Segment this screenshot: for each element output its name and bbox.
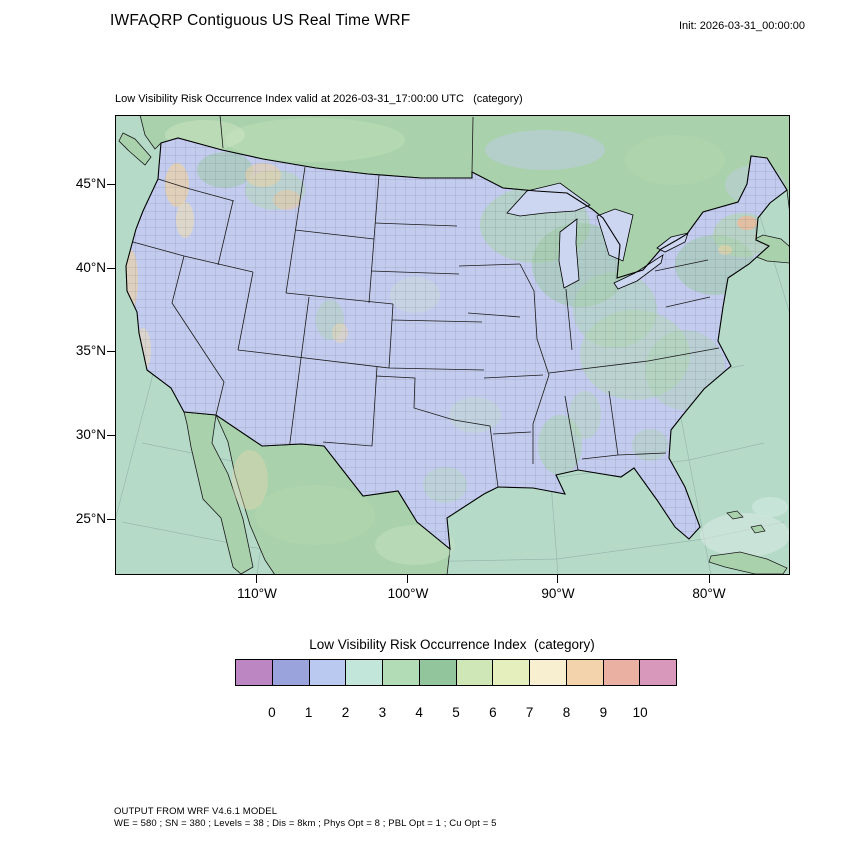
colorbar-tick-label: 10 (632, 705, 648, 720)
y-axis-label-25n: 25°N (75, 511, 106, 526)
colorbar-segment (308, 660, 346, 685)
colorbar-segment (345, 660, 382, 685)
colorbar-segment (271, 660, 309, 685)
baja-peninsula (183, 411, 254, 575)
colorbar-ticks: 0 1 2 3 4 5 6 7 8 9 10 (235, 705, 677, 723)
colorbar-segment (602, 660, 640, 685)
colorbar-segment (492, 660, 529, 685)
colorbar-segment (418, 660, 456, 685)
y-axis-label-30n: 30°N (75, 427, 106, 442)
x-axis-label-90w: 90°W (541, 586, 575, 601)
x-axis-label-110w: 110°W (237, 586, 277, 601)
colorbar-segment (565, 660, 603, 685)
y-axis-label-40n: 40°N (75, 260, 106, 275)
x-tick-90w (557, 575, 559, 583)
colorbar-segment (639, 660, 676, 685)
x-tick-110w (256, 575, 258, 583)
map-frame (115, 115, 790, 575)
colorbar-segment (529, 660, 566, 685)
page-title: IWFAQRP Contiguous US Real Time WRF (110, 12, 411, 29)
map-subtitle: Low Visibility Risk Occurrence Index val… (115, 93, 523, 105)
y-tick-35n (107, 351, 115, 353)
legend-title: Low Visibility Risk Occurrence Index (ca… (309, 637, 595, 652)
conus-map (115, 115, 790, 575)
colorbar-tick-label: 2 (341, 705, 350, 720)
y-tick-25n (107, 519, 115, 521)
colorbar-tick-label: 6 (489, 705, 497, 720)
colorbar-tick-label: 4 (415, 705, 423, 720)
x-axis-label-100w: 100°W (387, 586, 429, 601)
caribbean-islands (700, 497, 790, 575)
x-tick-100w (407, 575, 409, 583)
colorbar-tick-label: 7 (525, 705, 534, 720)
lake-superior (506, 182, 591, 217)
x-axis-label-80w: 80°W (692, 586, 726, 601)
footer-model-line: OUTPUT FROM WRF V4.6.1 MODEL (114, 806, 278, 817)
colorbar-tick-label: 9 (599, 705, 608, 720)
colorbar-tick-label: 0 (268, 705, 276, 720)
colorbar (235, 659, 677, 686)
footer-config-line: WE = 580 ; SN = 380 ; Levels = 38 ; Dis … (114, 818, 497, 829)
y-tick-40n (107, 268, 115, 270)
y-axis-label-35n: 35°N (75, 343, 106, 358)
y-axis-label-45n: 45°N (75, 176, 106, 191)
init-timestamp: Init: 2026-03-31_00:00:00 (679, 20, 805, 32)
colorbar-segment (382, 660, 419, 685)
colorbar-tick-label: 1 (304, 705, 313, 720)
great-lakes (506, 182, 689, 290)
colorbar-segment (236, 660, 272, 685)
y-tick-45n (107, 184, 115, 186)
y-tick-30n (107, 435, 115, 437)
state-boundaries (132, 166, 720, 488)
x-tick-80w (709, 575, 711, 583)
colorbar-segment (455, 660, 493, 685)
colorbar-tick-label: 5 (452, 705, 460, 720)
lake-michigan (558, 218, 580, 289)
mexico-terrain-patches (232, 450, 455, 565)
colorbar-tick-label: 3 (378, 705, 387, 720)
mexico-land (183, 411, 455, 575)
colorbar-tick-label: 8 (562, 705, 571, 720)
